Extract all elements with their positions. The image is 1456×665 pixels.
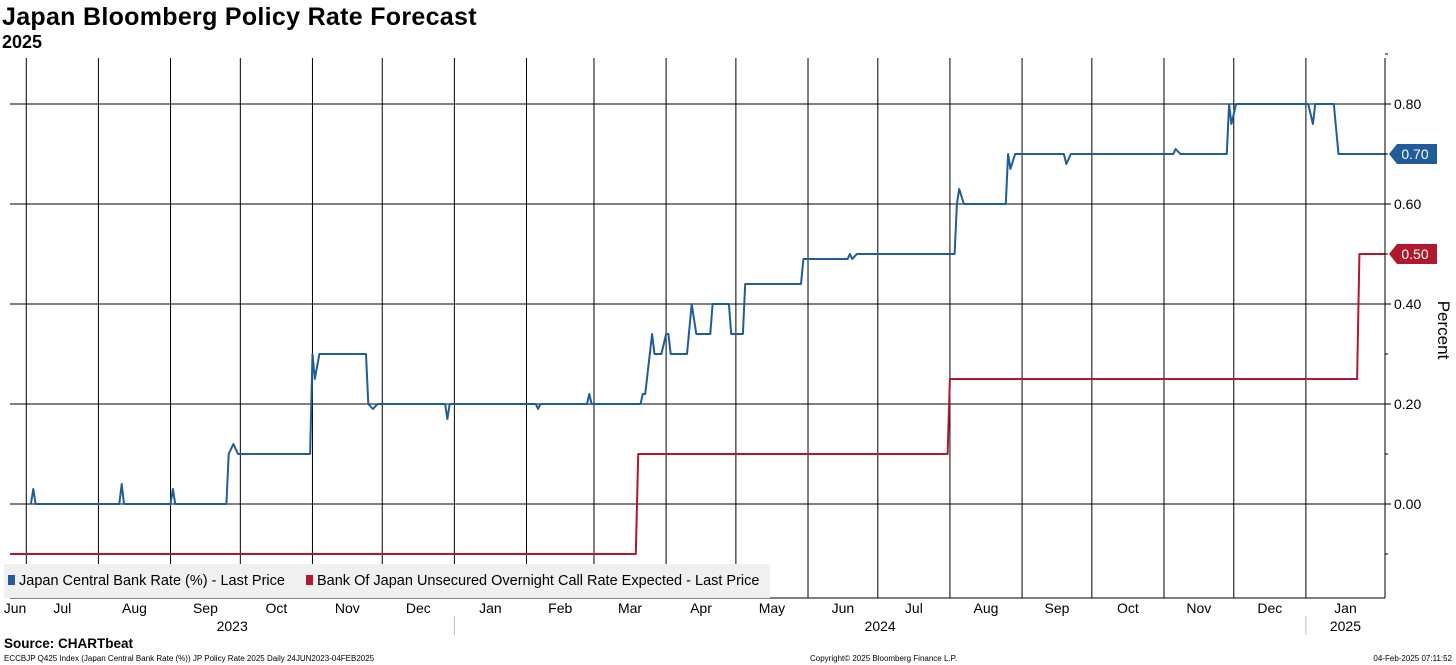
x-tick-label: Sep — [1044, 600, 1069, 616]
legend-label-call-rate: Bank Of Japan Unsecured Overnight Call R… — [317, 573, 760, 589]
x-tick-label: Mar — [618, 600, 642, 616]
x-tick-label: Aug — [974, 600, 999, 616]
x-tick-label: Jul — [53, 600, 71, 616]
footer-series-info: ECCBJP Q425 Index (Japan Central Bank Ra… — [4, 654, 375, 663]
y-tick-label: 0.60 — [1394, 196, 1421, 212]
x-tick-label: Jun — [4, 600, 27, 616]
grid-layer — [10, 58, 1385, 598]
x-tick-label: Jan — [479, 600, 502, 616]
source-note: Source: CHARTbeat — [4, 636, 134, 651]
x-tick-label: Apr — [690, 600, 712, 616]
footer-copyright: Copyright© 2025 Bloomberg Finance L.P. — [810, 654, 958, 663]
axes-layer: 0.00 0.20 0.40 0.60 0.80 Jun Jul Aug Sep Oct Nov De… — [4, 53, 1453, 635]
chart-title: Japan Bloomberg Policy Rate Forecast — [2, 3, 477, 31]
year-label: 2025 — [1330, 618, 1361, 634]
legend-item-call-rate: Bank Of Japan Unsecured Overnight Call R… — [306, 573, 759, 589]
x-tick-label: Dec — [1257, 600, 1282, 616]
y-tick-label: 0.20 — [1394, 396, 1421, 412]
x-tick-label: Aug — [122, 600, 147, 616]
x-tick-label: Dec — [406, 600, 431, 616]
y-tick-label: 0.40 — [1394, 296, 1421, 312]
y-tick-label: 0.00 — [1394, 496, 1421, 512]
x-tick-label: Sep — [193, 600, 218, 616]
last-price-tag — [1389, 144, 1437, 164]
x-tick-label: Nov — [335, 600, 360, 616]
x-tick-label: Jun — [832, 600, 855, 616]
year-label: 2024 — [865, 618, 896, 634]
legend-label-boj-rate: Japan Central Bank Rate (%) - Last Price — [19, 573, 285, 589]
series-layer — [10, 103, 1385, 555]
last-price-label: 0.70 — [1401, 146, 1428, 162]
x-tick-label: Feb — [548, 600, 572, 616]
series-line-call-rate — [10, 253, 1385, 555]
last-price-label: 0.50 — [1401, 246, 1428, 262]
x-tick-label: Nov — [1186, 600, 1211, 616]
x-tick-label: Jul — [905, 600, 923, 616]
series-line-boj-rate — [29, 103, 1385, 505]
legend-swatch-call-rate — [306, 575, 313, 585]
x-tick-label: Oct — [266, 600, 288, 616]
last-price-tag — [1389, 244, 1437, 264]
y-axis-title: Percent — [1434, 301, 1453, 360]
y-tick-label: 0.80 — [1394, 96, 1421, 112]
x-tick-label: Oct — [1117, 600, 1139, 616]
legend-swatch-boj-rate — [8, 575, 15, 585]
chart-subtitle: 2025 — [2, 32, 43, 52]
legend-item-boj-rate: Japan Central Bank Rate (%) - Last Price — [8, 573, 285, 589]
x-tick-label: May — [759, 600, 785, 616]
footer-timestamp: 04-Feb-2025 07:11:52 — [1373, 654, 1452, 663]
year-label: 2023 — [217, 618, 248, 634]
legend: Japan Central Bank Rate (%) - Last Price… — [4, 564, 770, 598]
x-tick-label: Jan — [1334, 600, 1357, 616]
